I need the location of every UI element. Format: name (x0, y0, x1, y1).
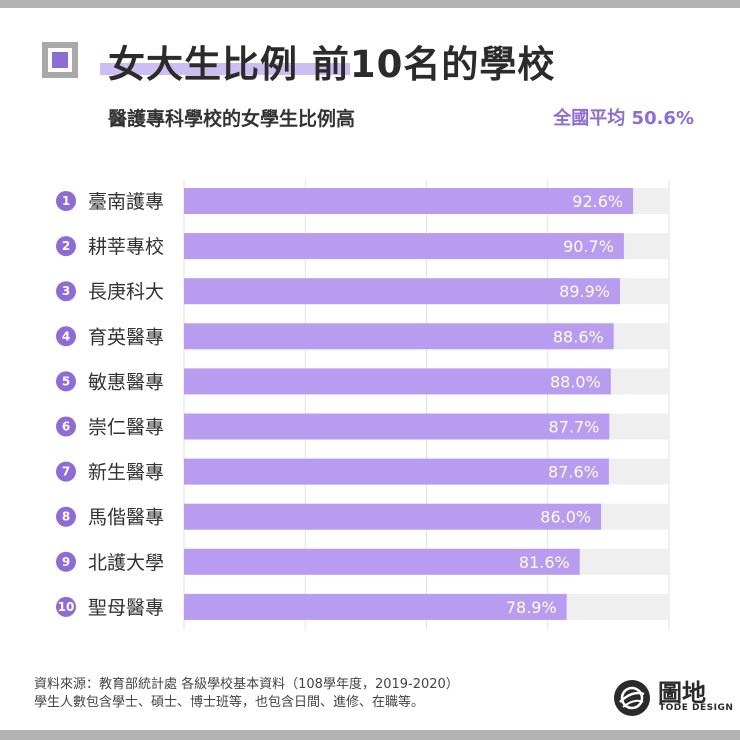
category-label: 新生醫專 (88, 462, 164, 484)
bars-layer: 1 臺南護專 92.6% 2 耕莘專校 90.7% 3 長庚科大 89.9% 4 育英醫專 88.6%… (56, 188, 669, 620)
value-label: 87.6% (548, 463, 599, 482)
rank-number: 4 (62, 329, 70, 343)
value-label: 92.6% (572, 192, 623, 211)
bar (184, 188, 634, 214)
bar (184, 278, 621, 305)
bar (184, 413, 610, 440)
value-label: 87.7% (549, 418, 600, 437)
rank-badge (56, 371, 76, 392)
value-label: 86.0% (540, 508, 591, 527)
bottom-band (0, 730, 740, 740)
top-band (0, 0, 740, 8)
rank-badge (56, 236, 76, 257)
square-bullet-inner (52, 52, 68, 68)
category-label: 耕莘專校 (88, 236, 164, 258)
category-label: 敏惠醫專 (88, 371, 164, 393)
rank-number: 6 (62, 420, 70, 434)
rank-badge (56, 416, 76, 437)
value-label: 88.0% (550, 372, 601, 391)
value-label: 90.7% (563, 237, 614, 256)
category-label: 崇仁醫專 (88, 417, 164, 439)
square-bullet-icon (42, 42, 78, 78)
brand-subtitle: TODE DESIGN (659, 703, 734, 713)
page-title: 女大生比例 前10名的學校 (108, 43, 556, 86)
rank-number: 7 (62, 465, 70, 479)
rank-number: 8 (62, 510, 70, 524)
title-highlight (100, 63, 350, 75)
rank-number: 5 (62, 374, 70, 388)
bar (184, 323, 614, 350)
category-label: 聖母醫專 (88, 597, 164, 619)
brand-name: 圖地 (658, 679, 706, 707)
category-label: 臺南護專 (88, 191, 164, 213)
value-label: 81.6% (519, 553, 570, 572)
rank-badge (56, 461, 76, 482)
bar (184, 368, 611, 395)
footnote: 資料來源：教育部統計處 各級學校基本資料（108學年度，2019-2020） 學… (34, 676, 459, 712)
bar (184, 593, 567, 620)
rank-badge (56, 506, 76, 527)
footnote-note: 學生人數包含學士、碩士、博士班等，也包含日間、進修、在職等。 (34, 695, 425, 710)
bar (184, 458, 609, 485)
value-label: 89.9% (559, 282, 610, 301)
rank-badge (56, 596, 76, 617)
category-label: 馬偕醫專 (88, 507, 164, 529)
rank-number: 10 (58, 600, 75, 614)
footnote-source: 資料來源：教育部統計處 各級學校基本資料（108學年度，2019-2020） (34, 677, 459, 692)
rank-number: 9 (62, 555, 70, 569)
bar (184, 548, 580, 575)
value-label: 88.6% (553, 327, 604, 346)
rank-number: 1 (62, 194, 70, 208)
bar (184, 503, 602, 530)
bar (184, 233, 624, 260)
category-label: 北護大學 (88, 552, 164, 574)
category-label: 育英醫專 (88, 326, 164, 348)
page-subtitle: 醫護專科學校的女學生比例高 (108, 108, 356, 130)
category-label: 長庚科大 (88, 281, 164, 303)
globe-logo-icon (614, 680, 650, 716)
national-average: 全國平均 50.6% (553, 108, 694, 129)
rank-badge (56, 551, 76, 572)
value-label: 78.9% (506, 598, 557, 617)
rank-badge (56, 281, 76, 302)
rank-number: 2 (62, 239, 70, 253)
rank-number: 3 (62, 284, 70, 298)
rank-badge (56, 191, 76, 211)
rank-badge (56, 326, 76, 347)
